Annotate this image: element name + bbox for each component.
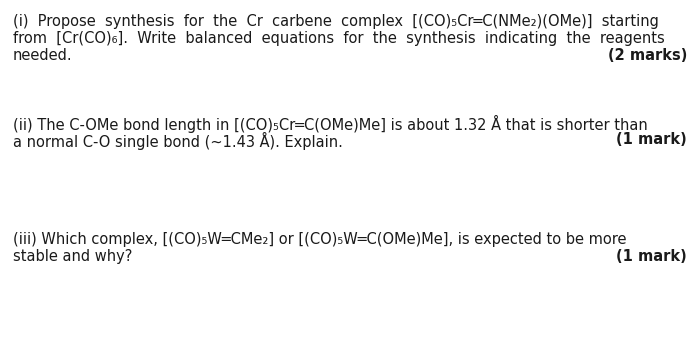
Text: stable and why?: stable and why? [13,249,132,264]
Text: (1 mark): (1 mark) [616,249,687,264]
Text: from  [Cr(CO)₆].  Write  balanced  equations  for  the  synthesis  indicating  t: from [Cr(CO)₆]. Write balanced equations… [13,31,665,46]
Text: (ii) The C-OMe bond length in [(CO)₅Cr═C(OMe)Me] is about 1.32 Å that is shorter: (ii) The C-OMe bond length in [(CO)₅Cr═C… [13,115,648,133]
Text: (i)  Propose  synthesis  for  the  Cr  carbene  complex  [(CO)₅Cr═C(NMe₂)(OMe)] : (i) Propose synthesis for the Cr carbene… [13,14,659,29]
Text: a normal C-O single bond (~1.43 Å). Explain.: a normal C-O single bond (~1.43 Å). Expl… [13,132,343,150]
Text: (2 marks): (2 marks) [608,48,687,63]
Text: needed.: needed. [13,48,73,63]
Text: (iii) Which complex, [(CO)₅W═CMe₂] or [(CO)₅W═C(OMe)Me], is expected to be more: (iii) Which complex, [(CO)₅W═CMe₂] or [(… [13,232,626,247]
Text: (1 mark): (1 mark) [616,132,687,147]
